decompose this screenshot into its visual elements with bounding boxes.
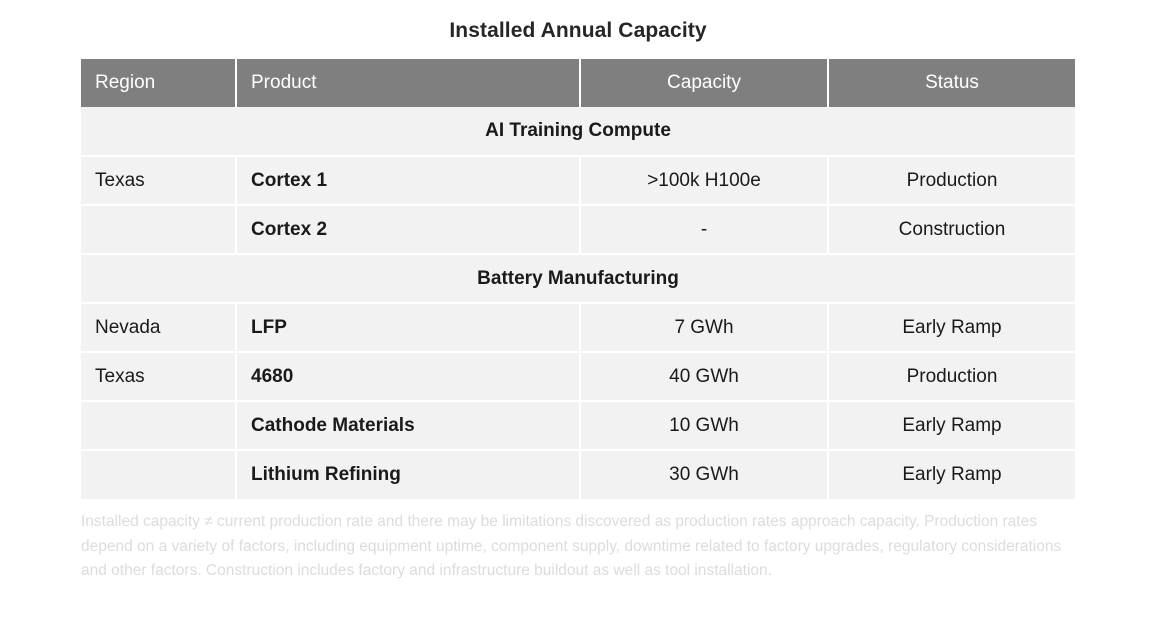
cell-capacity: - [580, 205, 829, 255]
cell-region [81, 401, 237, 451]
cell-product: Lithium Refining [236, 450, 581, 499]
cell-region: Nevada [81, 303, 237, 353]
cell-product: Cortex 2 [236, 205, 581, 255]
cell-region [81, 450, 237, 499]
section-header-label: AI Training Compute [81, 107, 1075, 157]
cell-capacity: 10 GWh [580, 401, 829, 451]
cell-status: Early Ramp [828, 450, 1075, 499]
table-header-row: Region Product Capacity Status [81, 59, 1075, 107]
page-title: Installed Annual Capacity [449, 19, 707, 42]
cell-capacity: 40 GWh [580, 352, 829, 402]
table-row: Cortex 2 - Construction [81, 205, 1075, 255]
cell-region [81, 205, 237, 255]
column-header-capacity[interactable]: Capacity [580, 59, 829, 107]
column-header-product[interactable]: Product [236, 59, 581, 107]
cell-status: Early Ramp [828, 303, 1075, 353]
table-row: Lithium Refining 30 GWh Early Ramp [81, 450, 1075, 499]
cell-status: Production [828, 156, 1075, 206]
table-row: Nevada LFP 7 GWh Early Ramp [81, 303, 1075, 353]
cell-status: Production [828, 352, 1075, 402]
cell-product: Cortex 1 [236, 156, 581, 206]
table-row: Cathode Materials 10 GWh Early Ramp [81, 401, 1075, 451]
section-header-row: AI Training Compute [81, 107, 1075, 157]
table-body: AI Training Compute Texas Cortex 1 >100k… [81, 107, 1075, 499]
cell-product: Cathode Materials [236, 401, 581, 451]
section-header-row: Battery Manufacturing [81, 254, 1075, 304]
cell-region: Texas [81, 156, 237, 206]
cell-region: Texas [81, 352, 237, 402]
footnote-text: Installed capacity ≠ current production … [81, 513, 1062, 579]
table-header: Region Product Capacity Status [81, 59, 1075, 107]
cell-product: 4680 [236, 352, 581, 402]
cell-status: Construction [828, 205, 1075, 255]
section-header-label: Battery Manufacturing [81, 254, 1075, 304]
column-header-region[interactable]: Region [81, 59, 237, 107]
column-header-status[interactable]: Status [828, 59, 1075, 107]
cell-status: Early Ramp [828, 401, 1075, 451]
capacity-table-container: Region Product Capacity Status AI Traini… [81, 59, 1075, 499]
cell-capacity: >100k H100e [580, 156, 829, 206]
cell-capacity: 7 GWh [580, 303, 829, 353]
capacity-table: Region Product Capacity Status AI Traini… [81, 59, 1075, 499]
table-row: Texas Cortex 1 >100k H100e Production [81, 156, 1075, 206]
cell-product: LFP [236, 303, 581, 353]
cell-capacity: 30 GWh [580, 450, 829, 499]
table-row: Texas 4680 40 GWh Production [81, 352, 1075, 402]
